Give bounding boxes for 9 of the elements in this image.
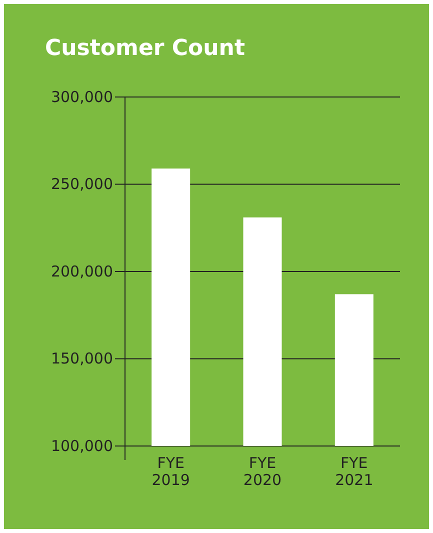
y-tick-label: 250,000: [50, 175, 113, 194]
x-tick-label: FYE 2021: [335, 454, 374, 489]
x-tick-label: FYE 2019: [152, 454, 190, 489]
y-tick-label: 200,000: [50, 262, 113, 280]
y-tick-label: 100,000: [50, 436, 113, 455]
chart-title: Customer Count: [45, 36, 246, 61]
x-tick-label: FYE 2020: [243, 454, 282, 489]
y-tick-label: 150,000: [50, 350, 113, 368]
y-tick-label: 300,000: [50, 88, 113, 106]
